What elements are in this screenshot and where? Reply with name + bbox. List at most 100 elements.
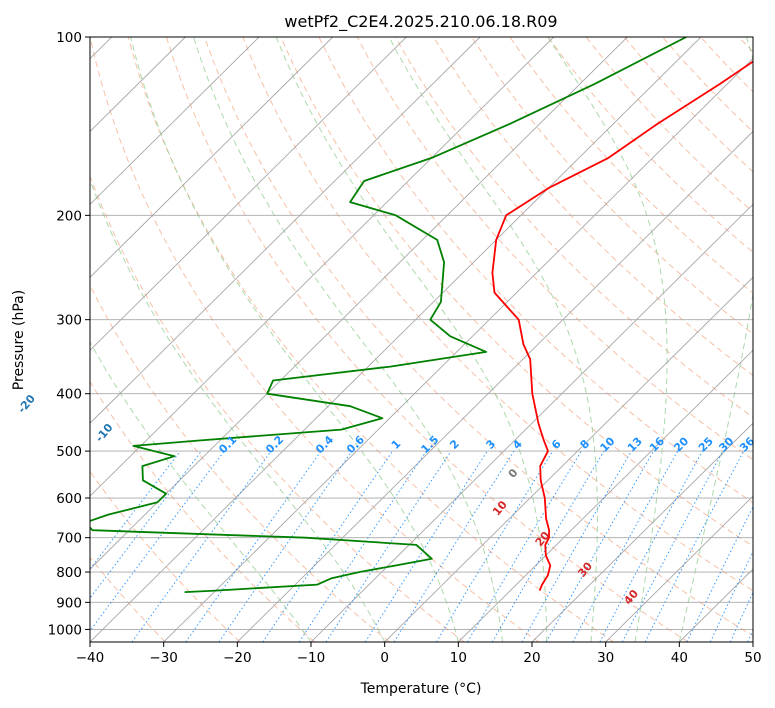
dry-adiabat (127, 37, 614, 642)
x-tick-label: 50 (744, 650, 761, 666)
dry-adiabat (471, 37, 753, 335)
dry-adiabat (90, 284, 390, 642)
dry-adiabat (90, 380, 316, 642)
y-tick-label: 400 (56, 387, 82, 403)
dry-adiabat-label: -20 (15, 392, 38, 416)
y-tick-label: 300 (56, 313, 82, 329)
mixing-ratio-label: 8 (578, 437, 593, 452)
dry-adiabat (90, 37, 540, 642)
y-tick-label: 200 (56, 208, 82, 224)
mixing-ratio-label: 10 (598, 434, 618, 454)
x-tick-label: 0 (380, 650, 389, 666)
isotherm (310, 203, 753, 642)
isotherm (90, 37, 260, 206)
x-tick-label: −30 (149, 650, 178, 666)
isotherm (237, 130, 753, 642)
isotherm (384, 276, 753, 642)
moist-adiabat (193, 37, 503, 642)
moist-adiabat (90, 341, 312, 642)
mixing-ratio-line (686, 505, 753, 642)
mixing-ratio-line (747, 628, 753, 642)
isotherm (90, 37, 407, 351)
mixing-ratio-label: 1.5 (418, 433, 441, 456)
mixing-ratio-line (90, 450, 202, 600)
mixing-ratio-label: 30 (716, 434, 736, 454)
mixing-ratio-line (298, 450, 427, 642)
chart-title: wetPf2_C2E4.2025.210.06.18.R09 (284, 12, 557, 32)
series-layer (90, 37, 753, 593)
moist-adiabat (388, 37, 598, 642)
y-tick-label: 500 (56, 444, 82, 460)
isotherm (90, 37, 555, 497)
mixing-ratio-label: 13 (625, 435, 645, 455)
isotherm (458, 349, 753, 642)
mixing-ratio-line (90, 450, 225, 632)
line-labels: 0.10.20.40.611.52346810131620253036-100-… (15, 392, 757, 607)
mixing-ratio-line (325, 450, 452, 642)
y-tick-label: 1000 (48, 622, 82, 638)
mixing-ratio-label: 6 (549, 437, 564, 452)
mixing-ratio-line (435, 450, 554, 642)
mixing-ratio-line (262, 450, 394, 642)
dry-adiabat (700, 37, 753, 93)
y-tick-label: 800 (56, 565, 82, 581)
dry-adiabat (547, 37, 753, 253)
isotherm (605, 495, 753, 642)
dry-adiabat (433, 37, 753, 377)
x-tick-label: 10 (450, 650, 467, 666)
isotherm (531, 422, 753, 642)
moist-adiabat (90, 178, 386, 642)
x-tick-label: 20 (523, 650, 540, 666)
mixing-ratio-line (599, 450, 703, 642)
mixing-ratio-line (393, 450, 515, 642)
dry-adiabat (242, 37, 753, 592)
dry-adiabat (738, 37, 753, 53)
dewpoint-line (90, 37, 687, 593)
dry-adiabat (90, 174, 465, 642)
mixing-ratio-line (185, 450, 322, 642)
isotherm (163, 57, 753, 642)
mixing-ratio-label: 1 (389, 437, 404, 452)
dry-adiabat (90, 470, 241, 642)
moist-adiabat (130, 37, 459, 642)
mixing-ratio-label: 25 (696, 435, 716, 455)
mixing-ratio-line (131, 450, 272, 642)
isotherm (752, 641, 753, 642)
y-tick-label: 100 (56, 30, 82, 46)
x-tick-label: −10 (297, 650, 326, 666)
mixing-ratio-label: 0.4 (313, 433, 336, 456)
moist-adiabat (547, 37, 668, 642)
isotherm (90, 37, 334, 278)
mixing-ratio-line (644, 450, 745, 642)
mixing-ratio-line (572, 450, 679, 642)
dry-adiabat (394, 37, 753, 418)
dry-adiabat (509, 37, 753, 294)
x-tick-label: −20 (223, 650, 252, 666)
mixing-ratio-label: 0.1 (216, 433, 239, 456)
y-tick-label: 900 (56, 595, 82, 611)
mixing-ratio-line (545, 450, 654, 642)
axes: −40 −30 −20 −10 0 10 20 30 40 5010020030040050060… (48, 30, 762, 666)
dry-adiabat (356, 37, 753, 461)
isotherm (90, 37, 481, 424)
background-lines (90, 37, 753, 642)
plot-area (90, 37, 753, 642)
dry-adiabat (662, 37, 753, 133)
x-tick-label: 30 (597, 650, 614, 666)
moist-adiabat-label: 10 (490, 498, 510, 518)
dry-adiabat-label: -10 (93, 421, 116, 445)
mixing-ratio-line (218, 450, 353, 642)
moist-adiabat (275, 37, 548, 642)
y-tick-label: 600 (56, 491, 82, 507)
y-tick-label: 700 (56, 531, 82, 547)
moist-adiabat-label: 40 (621, 587, 641, 607)
y-axis-label: Pressure (hPa) (11, 290, 27, 390)
mixing-ratio-label: 2 (447, 437, 462, 452)
dry-adiabat (165, 37, 689, 642)
mixing-ratio-label: 0.2 (263, 433, 286, 456)
plot-frame (89, 36, 754, 643)
mixing-ratio-label: 36 (737, 434, 757, 454)
moist-adiabat (678, 37, 753, 642)
x-tick-label: 40 (671, 650, 688, 666)
